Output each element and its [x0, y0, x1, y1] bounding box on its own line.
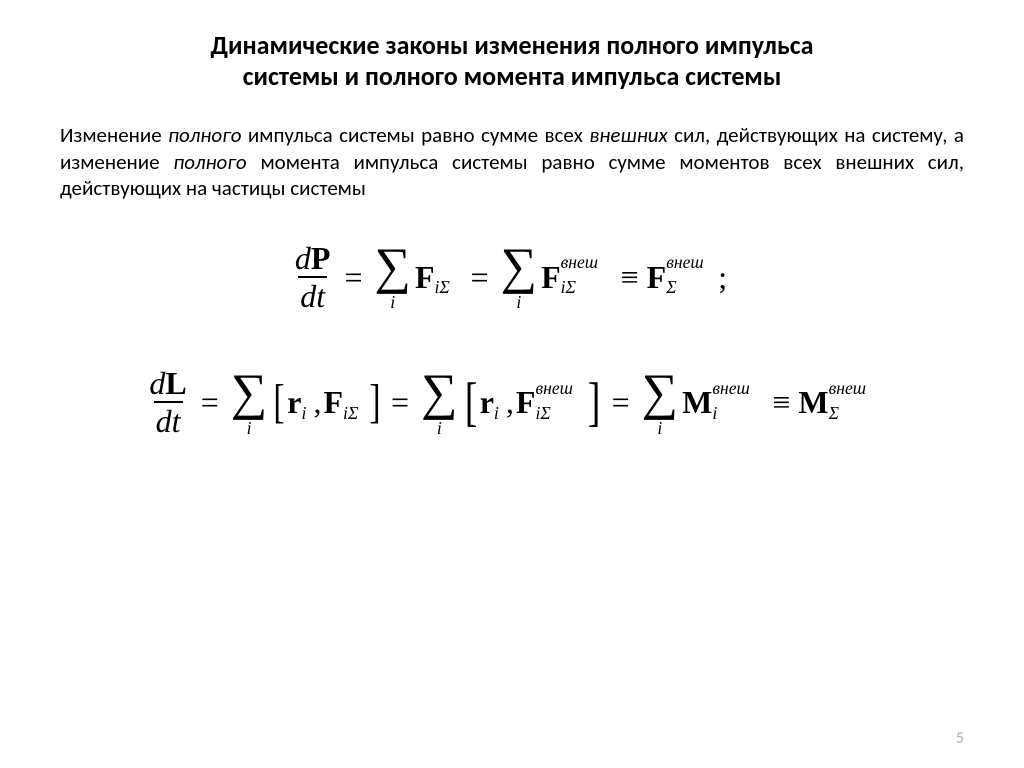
F-sup-3: внеш	[666, 254, 703, 272]
sum-sub-3: i	[247, 420, 252, 438]
r-sub-1: i	[302, 405, 307, 423]
sigma-2: ∑	[501, 241, 538, 292]
F-isigma-ext: F iΣ внеш	[541, 261, 561, 293]
F-isigma-ext-2: F iΣ внеш	[516, 386, 536, 418]
F-isigma-3: F iΣ	[324, 386, 344, 418]
F-sub-1: iΣ	[435, 279, 450, 297]
equiv-1: ≡	[621, 261, 639, 293]
rbracket-1: ]	[369, 378, 380, 426]
sigma-3: ∑	[231, 367, 268, 418]
t-2: t	[172, 403, 181, 439]
equation-block: dP dt = ∑ i F iΣ = ∑ i F iΣ внеш ≡	[60, 241, 964, 438]
sum-sub-4: i	[437, 420, 442, 438]
equation-angular-momentum: dL dt = ∑ i [ r i , F iΣ ] = ∑ i	[60, 367, 964, 438]
r-sub-2: i	[494, 405, 499, 423]
t-1: t	[316, 278, 325, 314]
body-paragraph: Изменение полного импульса системы равно…	[60, 122, 964, 201]
F-isigma-1: F iΣ	[415, 261, 435, 293]
equals-1: =	[344, 261, 362, 293]
F-base-4: F	[324, 384, 344, 420]
rbracket-2: ]	[588, 375, 601, 429]
M-sigma-ext: M Σ внеш	[798, 386, 828, 418]
semicolon-1: ;	[718, 261, 727, 293]
lbracket-1: [	[274, 378, 285, 426]
p-i1: полного	[168, 122, 241, 148]
slide-container: Динамические законы изменения полного им…	[0, 0, 1024, 768]
d-2: d	[300, 278, 316, 314]
r-base-1: r	[287, 384, 301, 420]
equals-5: =	[612, 386, 630, 418]
comma-1: ,	[314, 384, 322, 421]
d-1: d	[295, 240, 311, 276]
P-1: P	[311, 240, 331, 276]
equation-momentum: dP dt = ∑ i F iΣ = ∑ i F iΣ внеш ≡	[60, 241, 964, 312]
F-base-5: F	[516, 384, 536, 420]
M-i-ext: M i внеш	[682, 386, 712, 418]
equals-3: =	[201, 386, 219, 418]
page-title: Динамические законы изменения полного им…	[60, 30, 964, 92]
lbracket-2: [	[464, 375, 477, 429]
M-base-2: M	[798, 384, 828, 420]
M-sup-2: внеш	[829, 380, 866, 398]
sum-1: ∑ i	[374, 241, 411, 312]
sum-sub-1: i	[390, 294, 395, 312]
comma-2: ,	[506, 384, 514, 421]
F-base-2: F	[541, 259, 561, 295]
r-base-2: r	[480, 384, 494, 420]
sum-3: ∑ i	[231, 367, 268, 438]
sum-4: ∑ i	[421, 367, 458, 438]
sigma-4: ∑	[421, 367, 458, 418]
F-sup-2: внеш	[561, 254, 598, 272]
page-number: 5	[956, 729, 964, 748]
d-4: d	[156, 403, 172, 439]
F-base-3: F	[647, 259, 667, 295]
d-3: d	[149, 365, 165, 401]
F-sup-5: внеш	[535, 380, 572, 398]
fraction-dP-dt: dP dt	[293, 242, 333, 312]
M-sup-1: внеш	[712, 380, 749, 398]
F-sub-5: iΣ	[535, 405, 550, 423]
F-base-1: F	[415, 259, 435, 295]
sigma-1: ∑	[374, 241, 411, 292]
equals-4: =	[391, 386, 409, 418]
sum-2: ∑ i	[501, 241, 538, 312]
F-sub-3: Σ	[666, 279, 676, 297]
p-t2: импульса системы равно сумме всех	[242, 122, 590, 148]
F-sub-4: iΣ	[343, 405, 358, 423]
L-1: L	[165, 365, 186, 401]
title-line1: Динамические законы изменения полного им…	[211, 29, 814, 61]
M-sub-2: Σ	[829, 405, 839, 423]
equiv-2: ≡	[772, 386, 790, 418]
F-sigma-ext: F Σ внеш	[647, 261, 667, 293]
p-i2: внешних	[589, 122, 667, 148]
sum-5: ∑ i	[642, 367, 679, 438]
M-sub-1: i	[712, 405, 717, 423]
p-i3: полного	[173, 149, 246, 175]
r-i-1: r i	[287, 386, 301, 418]
sigma-5: ∑	[642, 367, 679, 418]
title-line2: системы и полного момента импульса систе…	[243, 60, 782, 92]
F-sub-2: iΣ	[561, 279, 576, 297]
sum-sub-5: i	[657, 420, 662, 438]
p-t1: Изменение	[60, 122, 168, 148]
M-base-1: M	[682, 384, 712, 420]
sum-sub-2: i	[516, 294, 521, 312]
r-i-2: r i	[480, 386, 494, 418]
fraction-dL-dt: dL dt	[147, 367, 188, 437]
equals-2: =	[471, 261, 489, 293]
